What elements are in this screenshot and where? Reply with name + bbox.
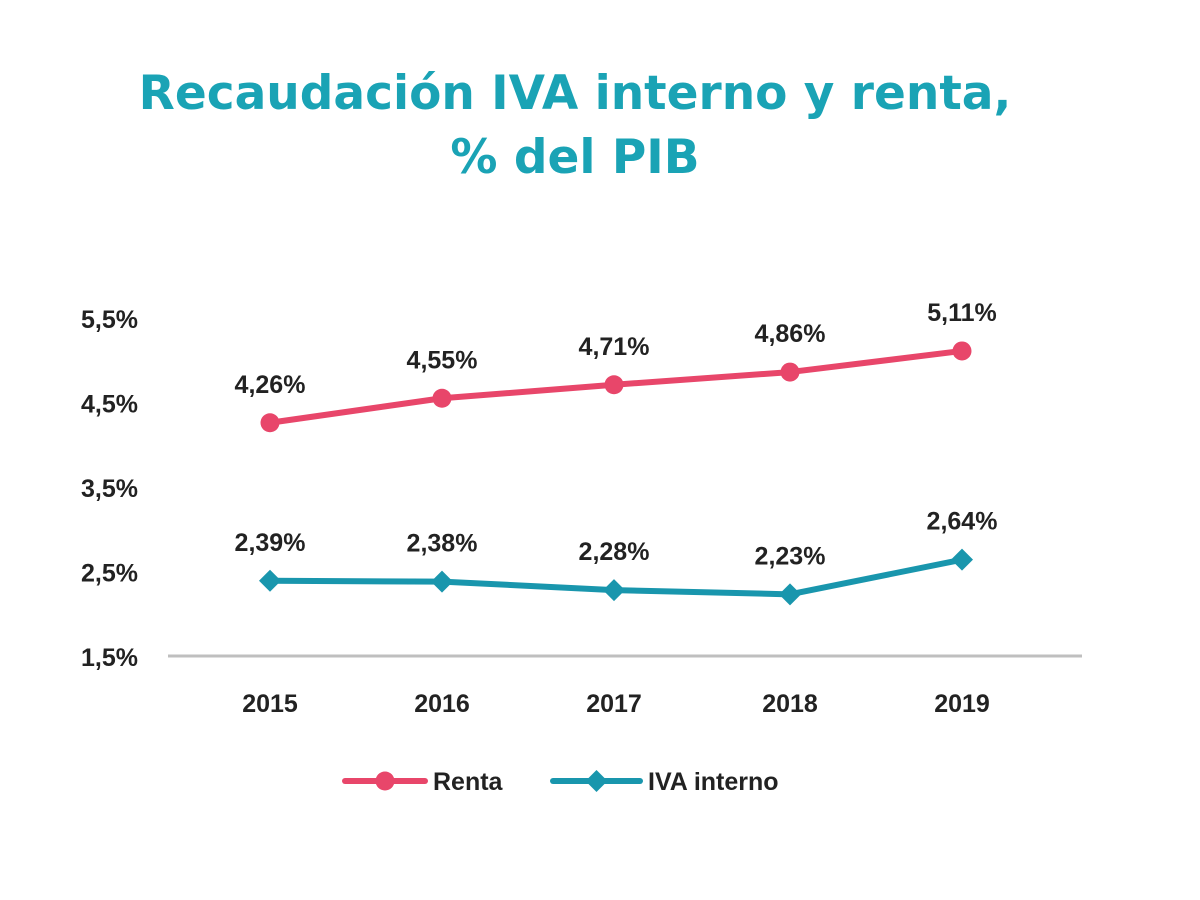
legend-marker: [585, 770, 608, 792]
y-tick-label: 5,5%: [81, 306, 138, 334]
legend-label: IVA interno: [648, 768, 779, 796]
y-tick-label: 2,5%: [81, 560, 138, 588]
data-point: [603, 579, 625, 602]
data-label: 4,71%: [579, 333, 650, 361]
data-point: [952, 341, 972, 361]
data-label: 4,86%: [755, 320, 826, 348]
data-point: [431, 570, 453, 593]
chart-title-line-2: % del PIB: [450, 130, 700, 185]
data-point: [951, 548, 973, 571]
data-label: 2,38%: [407, 530, 478, 558]
data-label: 2,64%: [927, 508, 998, 536]
data-point: [260, 413, 280, 433]
data-label: 2,23%: [755, 542, 826, 570]
data-point: [780, 362, 800, 382]
data-label: 2,39%: [235, 529, 306, 557]
chart-title-line-1: Recaudación IVA interno y renta,: [138, 66, 1012, 121]
x-tick-label: 2015: [242, 690, 298, 718]
y-tick-label: 3,5%: [81, 475, 138, 503]
data-label: 4,55%: [407, 346, 478, 374]
chart-title: Recaudación IVA interno y renta, % del P…: [0, 62, 1150, 190]
y-tick-label: 4,5%: [81, 391, 138, 419]
data-point: [604, 375, 624, 395]
data-point: [432, 388, 452, 408]
x-tick-label: 2017: [586, 690, 642, 718]
data-label: 4,26%: [235, 371, 306, 399]
data-label: 2,28%: [579, 538, 650, 566]
x-tick-label: 2016: [414, 690, 470, 718]
data-point: [779, 583, 801, 606]
legend-label: Renta: [433, 768, 504, 796]
legend-marker: [375, 771, 395, 791]
data-label: 5,11%: [927, 299, 997, 327]
data-point: [259, 569, 281, 592]
y-tick-label: 1,5%: [81, 644, 138, 672]
x-tick-label: 2019: [934, 690, 990, 718]
x-tick-label: 2018: [762, 690, 818, 718]
